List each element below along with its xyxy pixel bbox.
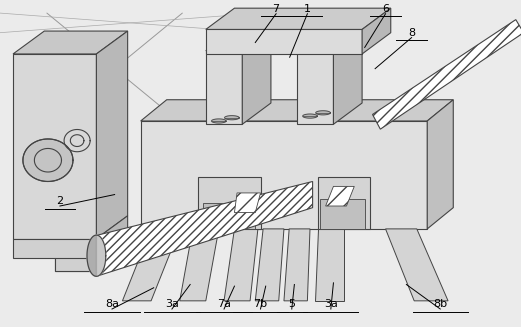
Polygon shape	[13, 54, 96, 239]
Polygon shape	[206, 51, 242, 124]
Polygon shape	[316, 111, 330, 115]
Text: 8: 8	[408, 27, 415, 38]
Polygon shape	[318, 177, 370, 229]
Text: 7: 7	[272, 4, 280, 14]
Polygon shape	[96, 181, 313, 276]
Text: 8b: 8b	[433, 299, 448, 309]
Polygon shape	[203, 203, 255, 229]
Text: 1: 1	[304, 4, 311, 14]
Polygon shape	[206, 8, 391, 29]
Text: 2: 2	[56, 196, 64, 206]
Polygon shape	[255, 229, 284, 301]
Text: 6: 6	[382, 4, 389, 14]
Polygon shape	[122, 229, 180, 301]
Polygon shape	[141, 100, 453, 121]
Text: 8a: 8a	[105, 299, 119, 309]
Polygon shape	[13, 31, 128, 54]
Polygon shape	[87, 235, 96, 276]
Polygon shape	[206, 29, 271, 51]
Polygon shape	[297, 29, 362, 51]
Polygon shape	[212, 119, 226, 123]
Polygon shape	[96, 216, 128, 271]
Polygon shape	[297, 51, 333, 124]
Polygon shape	[284, 229, 310, 301]
Polygon shape	[224, 229, 258, 301]
Text: 5: 5	[288, 299, 295, 309]
Polygon shape	[55, 258, 96, 271]
Polygon shape	[427, 100, 453, 229]
Polygon shape	[96, 31, 128, 239]
Polygon shape	[386, 229, 448, 301]
Polygon shape	[326, 186, 354, 206]
Polygon shape	[206, 29, 362, 54]
Text: 3a: 3a	[324, 299, 338, 309]
Polygon shape	[373, 20, 521, 129]
Polygon shape	[225, 116, 239, 120]
Polygon shape	[141, 121, 427, 229]
Polygon shape	[234, 193, 260, 213]
Polygon shape	[87, 235, 106, 276]
Polygon shape	[362, 8, 391, 54]
Text: 7a: 7a	[217, 299, 231, 309]
Polygon shape	[13, 239, 96, 271]
Polygon shape	[315, 229, 344, 301]
Polygon shape	[333, 29, 362, 124]
Polygon shape	[180, 229, 219, 301]
Polygon shape	[23, 139, 73, 181]
Polygon shape	[303, 114, 317, 118]
Polygon shape	[320, 199, 365, 229]
Text: 3a: 3a	[165, 299, 179, 309]
Polygon shape	[242, 29, 271, 124]
Text: 7b: 7b	[253, 299, 268, 309]
Polygon shape	[198, 177, 260, 229]
